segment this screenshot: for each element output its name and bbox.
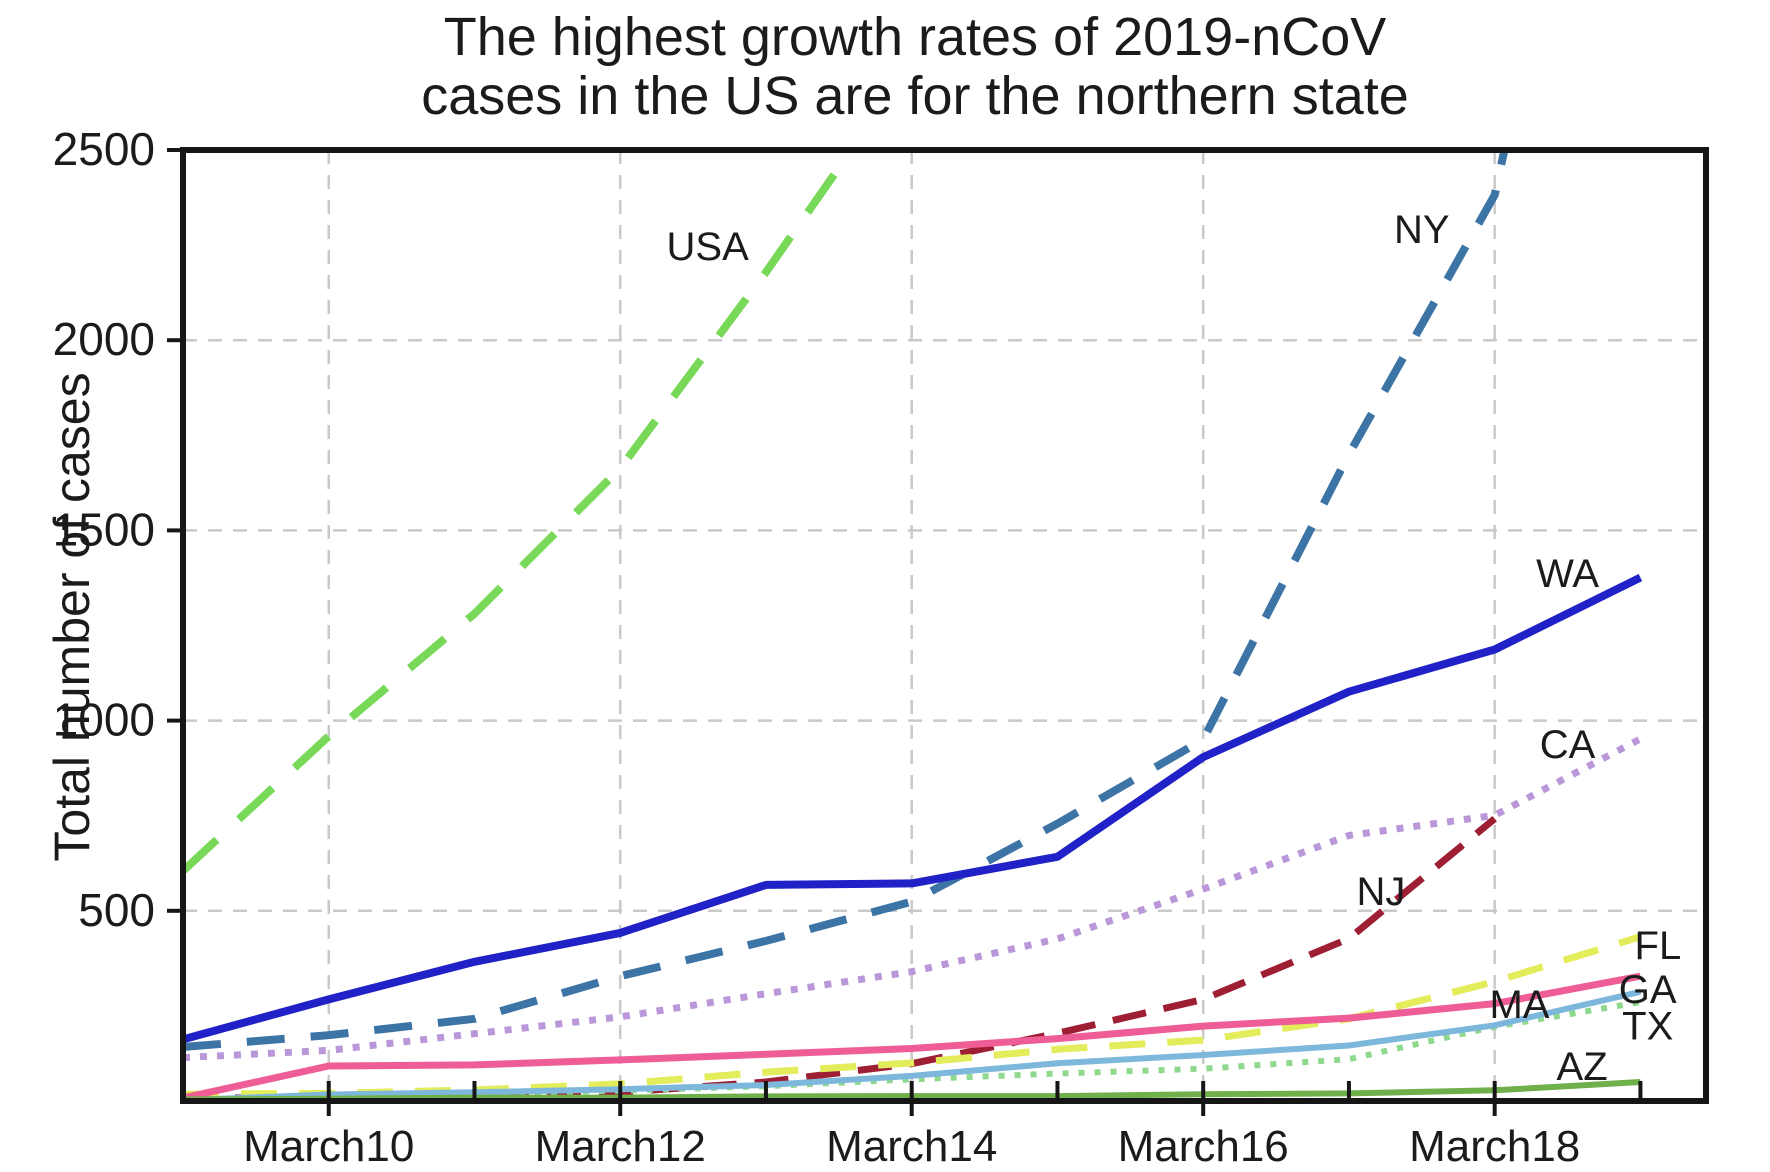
series-label-FL: FL [1635, 924, 1682, 968]
x-tick-label-March10: March10 [243, 1122, 414, 1171]
y-tick-label-500: 500 [78, 884, 155, 936]
series-line-CA [183, 735, 1643, 1062]
y-tick-label-1500: 1500 [53, 503, 155, 555]
plot-border [180, 147, 1709, 1104]
x-tick-label-March14: March14 [826, 1122, 997, 1171]
series-label-MA: MA [1489, 983, 1549, 1027]
x-tick-label-March16: March16 [1118, 1122, 1289, 1171]
series-label-AZ: AZ [1557, 1045, 1608, 1089]
series-label-GA: GA [1619, 968, 1677, 1012]
series-line-USA [183, 150, 857, 874]
series-line-NY [183, 150, 1509, 1051]
series-label-CA: CA [1540, 723, 1596, 767]
chart-title-line1: The highest growth rates of 2019-nCoV [443, 7, 1387, 67]
y-tick-label-1000: 1000 [53, 694, 155, 746]
y-tick-label-2500: 2500 [53, 123, 155, 175]
y-tick-label-2000: 2000 [53, 313, 155, 365]
chart-title-line2: cases in the US are for the northern sta… [421, 66, 1409, 127]
series-label-WA: WA [1536, 552, 1599, 596]
series-line-NJ [183, 815, 1497, 1101]
series-line-GA [183, 988, 1642, 1101]
x-tick-label-March18: March18 [1409, 1122, 1580, 1171]
series-line-MA [183, 972, 1642, 1101]
y-axis-label: Total number of cases [44, 372, 100, 862]
series-label-USA: USA [667, 225, 750, 269]
chart-title: The highest growth rates of 2019-nCoV ca… [70, 7, 1760, 127]
x-tick-label-March12: March12 [535, 1122, 706, 1171]
series-label-NJ: NJ [1357, 870, 1406, 914]
series-label-NY: NY [1394, 208, 1450, 252]
series-line-WA [183, 574, 1643, 1044]
series-label-TX: TX [1622, 1004, 1673, 1048]
